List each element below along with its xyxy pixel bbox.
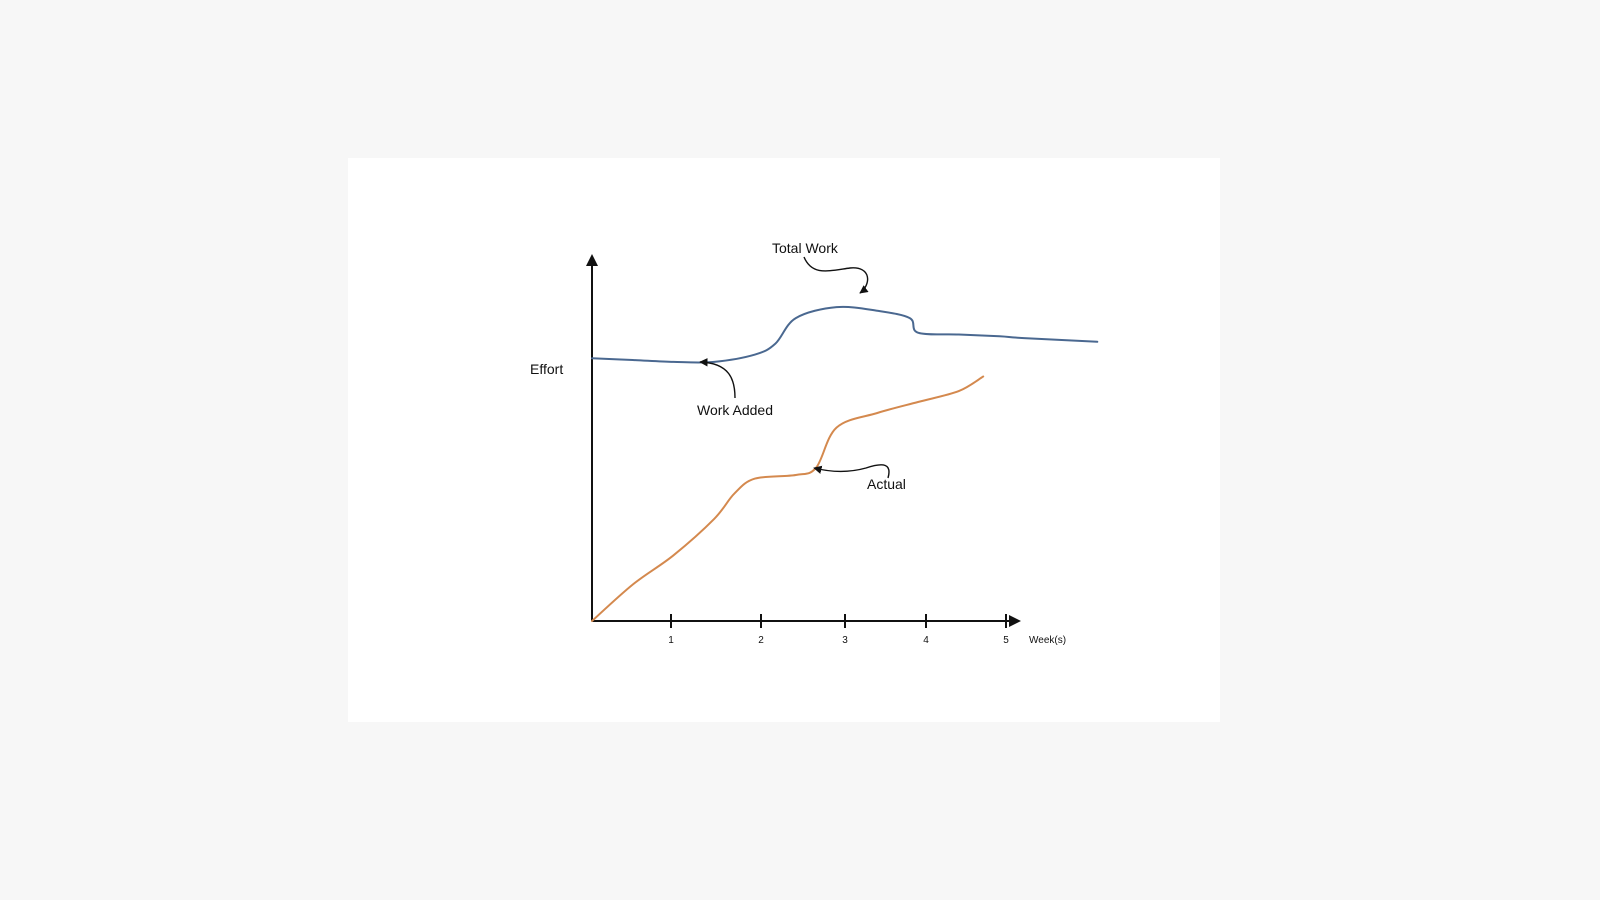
x-axis-label: Week(s) (1029, 635, 1066, 646)
callout-work-added (699, 358, 736, 399)
x-tick-label-3: 3 (842, 635, 848, 646)
series-layer (591, 305, 1099, 622)
annotations: Total Work Work Added Actual (697, 240, 906, 492)
series-line-actual (591, 375, 985, 622)
y-axis-arrow-icon (586, 254, 598, 266)
annotation-work-added: Work Added (697, 402, 773, 418)
y-axis-label: Effort (530, 361, 563, 377)
callout-actual (813, 464, 890, 479)
x-tick-label-1: 1 (668, 635, 674, 646)
callout-total-work (803, 256, 869, 294)
annotation-total-work: Total Work (772, 240, 839, 256)
annotation-actual: Actual (867, 476, 906, 492)
x-tick-label-5: 5 (1003, 635, 1009, 646)
chart-card (348, 158, 1220, 722)
x-tick-label-4: 4 (923, 635, 929, 646)
series-line-total-work (591, 305, 1099, 364)
x-axis-ticks: 1 2 3 4 5 (668, 614, 1009, 646)
x-tick-label-2: 2 (758, 635, 764, 646)
x-axis-arrow-icon (1009, 615, 1021, 627)
